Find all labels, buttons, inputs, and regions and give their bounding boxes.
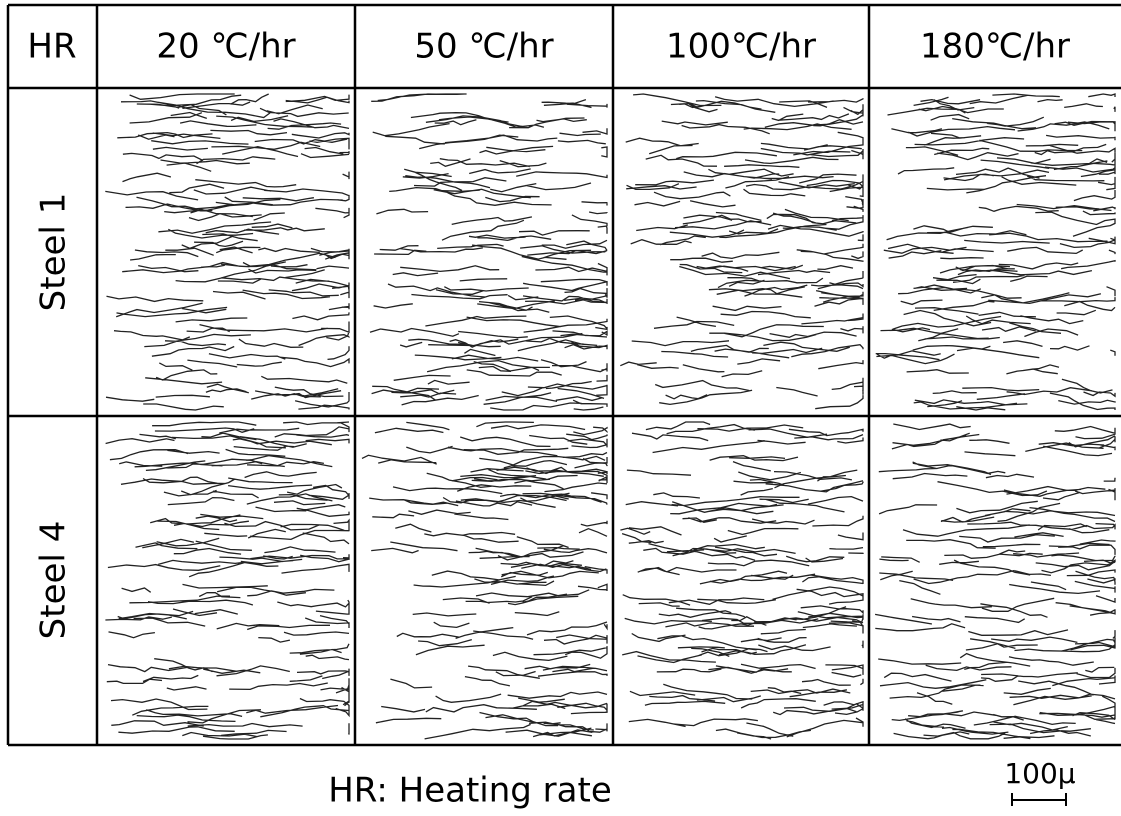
micrograph [876, 94, 1115, 410]
row-label: Steel 1 [34, 193, 74, 312]
scale-bar-label: 100μ [1004, 757, 1075, 790]
scale-bar [1012, 793, 1066, 806]
micrograph [105, 94, 349, 410]
column-header: 50 ℃/hr [414, 27, 553, 67]
micrograph [362, 422, 607, 739]
row-label: Steel 4 [34, 521, 74, 640]
caption: HR: Heating rate [328, 771, 612, 811]
corner-label: HR [27, 27, 76, 67]
micrograph [620, 94, 863, 409]
column-header: 20 ℃/hr [156, 27, 295, 67]
column-header: 180℃/hr [920, 27, 1070, 67]
micrograph [105, 422, 349, 739]
micrograph [370, 94, 607, 410]
figure: HR 20 ℃/hr 50 ℃/hr 100℃/hr 180℃/hr Steel… [0, 0, 1121, 816]
micrograph [875, 424, 1115, 739]
column-header: 100℃/hr [666, 27, 816, 67]
micrograph [620, 422, 863, 739]
